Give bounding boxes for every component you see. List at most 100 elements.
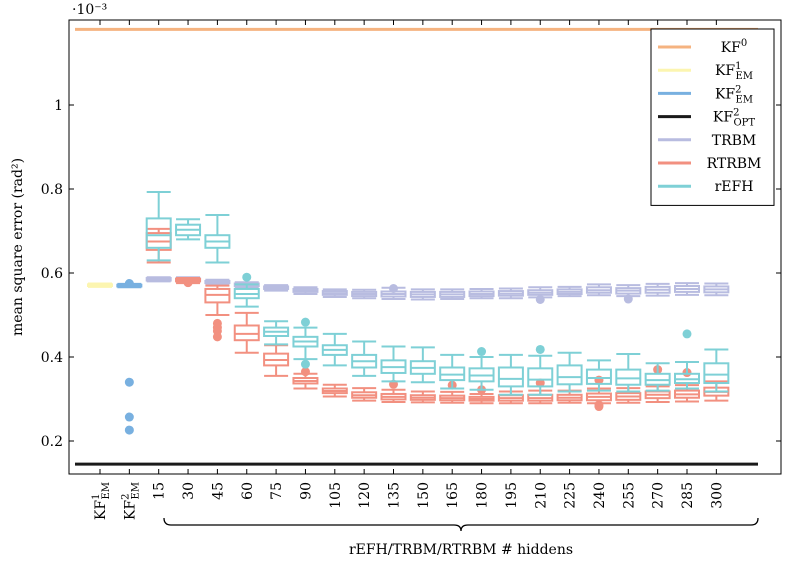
box-refh xyxy=(527,344,554,396)
box-refh xyxy=(439,353,466,390)
box-refh xyxy=(263,320,290,346)
outlier-point xyxy=(124,425,134,435)
box-trbm xyxy=(351,288,378,300)
box-refh xyxy=(292,317,319,369)
outlier-point xyxy=(477,347,487,357)
box-iqr xyxy=(497,366,524,388)
kf-box xyxy=(116,279,143,435)
outlier-point xyxy=(124,412,134,422)
x-tick-label: 225 xyxy=(563,482,579,509)
x-tick-label: 285 xyxy=(680,482,696,509)
box-trbm xyxy=(497,287,524,300)
box-refh xyxy=(380,345,407,383)
box-refh xyxy=(175,218,202,241)
box-trbm xyxy=(321,288,348,298)
box-trbm xyxy=(644,282,671,297)
x-tick-label: 30 xyxy=(181,482,197,500)
x-tick-label: KF1EM xyxy=(91,482,112,520)
box-rtrbm xyxy=(292,367,319,390)
box-trbm xyxy=(204,278,231,286)
x-tick-label: 195 xyxy=(504,482,520,509)
box-iqr xyxy=(703,362,730,385)
box-refh xyxy=(644,362,671,392)
box-trbm xyxy=(556,285,583,298)
x-tick-label: 105 xyxy=(328,482,344,509)
x-tick-label: 165 xyxy=(445,482,461,509)
box-refh xyxy=(468,347,495,391)
box-trbm xyxy=(409,288,436,301)
box-rtrbm xyxy=(233,311,260,354)
box-refh xyxy=(497,353,524,396)
outlier-point xyxy=(300,317,310,327)
outlier-point xyxy=(682,329,692,339)
box-trbm xyxy=(380,284,407,301)
box-rtrbm xyxy=(204,284,231,342)
legend-label: KF2 OPT xyxy=(713,108,755,129)
box-trbm xyxy=(527,286,554,304)
box-trbm xyxy=(145,276,172,283)
x-tick-label: 210 xyxy=(533,482,549,509)
box-refh xyxy=(204,214,231,264)
box-rtrbm xyxy=(439,380,466,404)
hiddens-brace xyxy=(163,517,759,532)
box-rtrbm xyxy=(351,387,378,402)
x-tick-label: 135 xyxy=(387,482,403,509)
box-refh xyxy=(409,346,436,384)
outlier-point xyxy=(124,377,134,387)
outlier-point xyxy=(535,378,545,388)
box-iqr xyxy=(556,364,583,386)
outlier-point xyxy=(535,344,545,354)
legend-label: rEFH xyxy=(715,179,754,195)
legend-label: RTRBM xyxy=(707,156,762,172)
x-tick-label: 255 xyxy=(621,482,637,509)
box-iqr xyxy=(585,368,612,385)
y-scale-multiplier: ·10⁻³ xyxy=(72,2,107,18)
box-rtrbm xyxy=(585,375,612,412)
kf-box xyxy=(87,282,113,288)
y-tick-label: 0.6 xyxy=(41,266,63,282)
y-axis-title: mean square error (rad²) xyxy=(10,158,26,336)
legend-label: KF0 xyxy=(721,38,748,56)
x-tick-label: 45 xyxy=(210,482,226,500)
x-tick-label: 75 xyxy=(269,482,285,500)
box-trbm xyxy=(468,287,495,300)
box-rtrbm xyxy=(380,379,407,403)
box-trbm xyxy=(674,282,700,296)
box-rtrbm xyxy=(468,385,495,405)
y-axis: 0.2 0.4 0.6 0.8 1 xyxy=(41,98,781,450)
outlier-point xyxy=(300,367,310,377)
box-trbm xyxy=(703,282,730,297)
box-refh xyxy=(615,353,642,393)
outlier-point xyxy=(389,284,398,294)
box-iqr xyxy=(527,367,554,388)
box-plot-series xyxy=(87,190,730,435)
outlier-point xyxy=(535,294,545,304)
box-trbm xyxy=(292,286,319,295)
x-tick-label: 300 xyxy=(709,482,725,509)
outlier-point xyxy=(124,279,134,288)
x-tick-label: 90 xyxy=(298,482,314,500)
y-tick-label: 0.2 xyxy=(41,434,63,450)
box-rtrbm xyxy=(409,390,436,404)
box-refh xyxy=(145,190,172,262)
x-tick-label: 120 xyxy=(357,482,373,509)
box-refh xyxy=(703,348,730,393)
outlier-point xyxy=(623,294,633,304)
reference-lines xyxy=(75,27,758,466)
outlier-point xyxy=(300,359,310,369)
x-axis-title: rEFH/TRBM/RTRBM # hiddens xyxy=(349,542,573,558)
box-refh xyxy=(321,332,348,367)
box-rtrbm xyxy=(175,277,202,288)
box-trbm xyxy=(263,284,290,292)
box-refh xyxy=(351,340,378,377)
plot-frame xyxy=(68,19,782,475)
outlier-point xyxy=(212,332,222,342)
box-trbm xyxy=(439,288,466,301)
box-trbm xyxy=(585,283,612,297)
y-tick-label: 0.4 xyxy=(41,350,63,366)
box-rtrbm xyxy=(321,383,348,398)
legend-label: TRBM xyxy=(712,133,757,149)
outlier-point xyxy=(242,272,252,282)
x-tick-label: 180 xyxy=(475,482,491,509)
